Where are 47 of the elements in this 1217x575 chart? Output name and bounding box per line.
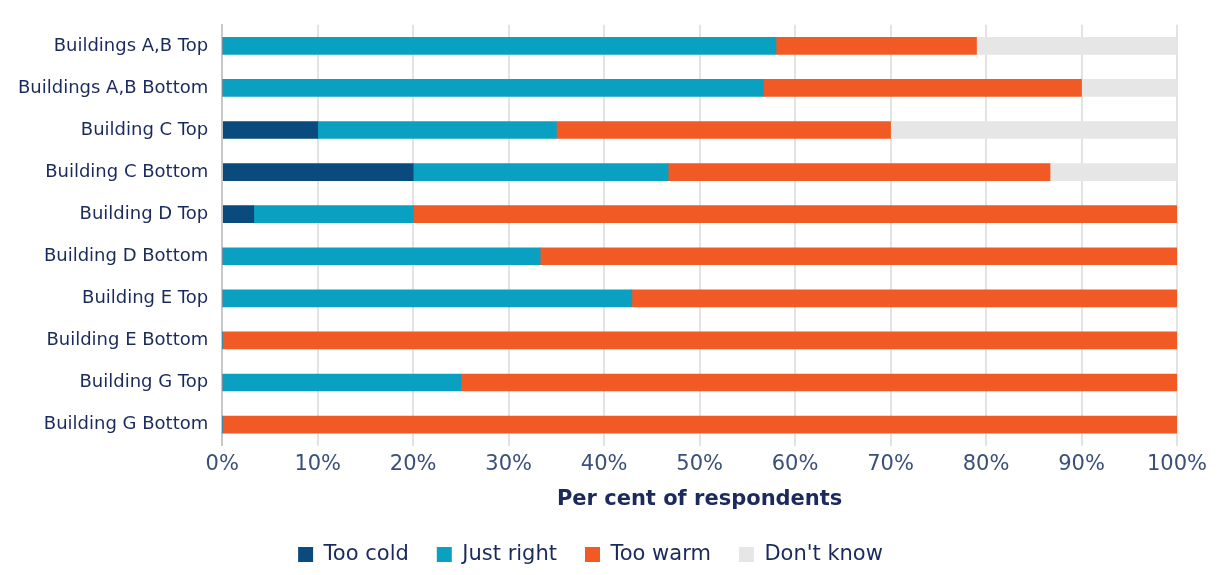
x-tick-label: 70% <box>867 450 914 475</box>
x-tick-label: 80% <box>962 450 1010 475</box>
bar <box>412 163 669 181</box>
x-axis-title: Per cent of respondents <box>556 485 843 510</box>
legend-label: Just right <box>460 540 557 565</box>
x-tick-label: 40% <box>580 450 628 475</box>
bar <box>412 205 1177 223</box>
bar <box>253 205 414 223</box>
bar <box>631 289 1177 308</box>
bar <box>222 373 462 392</box>
bar <box>222 415 1177 434</box>
bar <box>556 121 891 139</box>
y-tick-label: Building G Bottom <box>43 412 209 434</box>
y-tick-label: Building D Bottom <box>43 243 209 265</box>
bar <box>222 121 319 139</box>
bar <box>222 37 777 55</box>
legend-label: Don't know <box>764 540 883 565</box>
bar <box>317 121 557 139</box>
x-tick-label: 50% <box>676 450 723 475</box>
bar <box>222 331 1177 350</box>
x-tick-label: 10% <box>294 450 342 475</box>
y-tick-label: Building G Top <box>79 370 209 392</box>
bar <box>222 289 633 308</box>
bar <box>667 163 1051 181</box>
y-tick-label: Building C Bottom <box>45 159 209 181</box>
y-tick-label: Building E Bottom <box>46 328 209 350</box>
bar <box>763 79 1082 97</box>
bar <box>222 163 414 181</box>
y-tick-label: Buildings A,B Bottom <box>18 75 209 97</box>
x-tick-label: 30% <box>485 450 533 475</box>
y-tick-label: Building E Top <box>82 285 209 307</box>
x-tick-label: 0% <box>205 450 239 475</box>
y-tick-label: Buildings A,B Top <box>53 33 209 55</box>
bar <box>775 37 977 55</box>
legend-label: Too cold <box>322 540 409 565</box>
bar <box>222 205 255 223</box>
x-tick-label: 60% <box>771 450 819 475</box>
y-tick-label: Building C Top <box>80 117 209 139</box>
bar <box>460 373 1177 392</box>
legend-label: Too warm <box>609 540 711 565</box>
bar <box>539 247 1177 266</box>
bar <box>222 247 541 266</box>
y-tick-label: Building D Top <box>79 201 209 223</box>
x-tick-label: 90% <box>1058 450 1105 475</box>
x-tick-label: 20% <box>389 450 437 475</box>
bar <box>222 79 764 97</box>
x-tick-label: 100% <box>1146 450 1208 475</box>
